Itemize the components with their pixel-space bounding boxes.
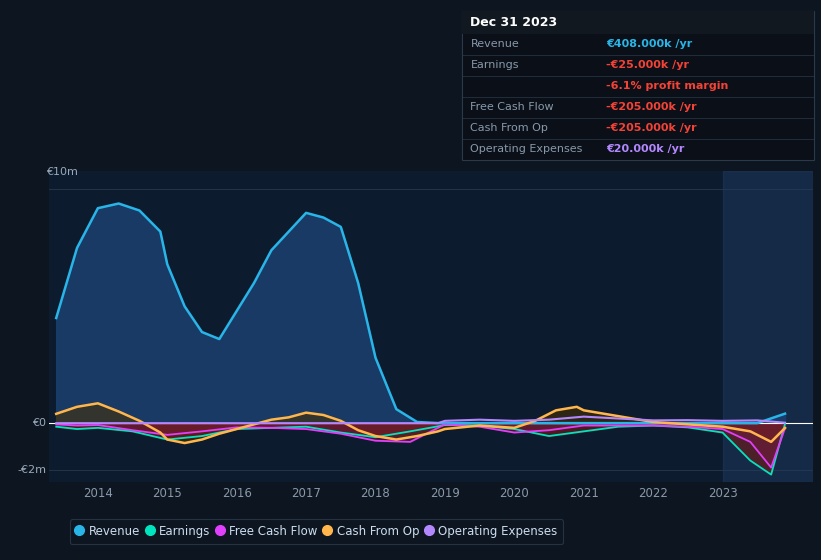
Text: Cash From Op: Cash From Op — [470, 123, 548, 133]
Text: Revenue: Revenue — [470, 39, 519, 49]
Text: Operating Expenses: Operating Expenses — [470, 144, 583, 154]
Text: -€25.000k /yr: -€25.000k /yr — [606, 60, 689, 70]
Text: €408.000k /yr: €408.000k /yr — [606, 39, 692, 49]
Text: €20.000k /yr: €20.000k /yr — [606, 144, 684, 154]
Text: -6.1% profit margin: -6.1% profit margin — [606, 81, 728, 91]
Text: €10m: €10m — [46, 167, 78, 177]
Text: Dec 31 2023: Dec 31 2023 — [470, 16, 557, 29]
Text: Free Cash Flow: Free Cash Flow — [470, 102, 554, 112]
Text: -€2m: -€2m — [17, 465, 46, 475]
Text: -€205.000k /yr: -€205.000k /yr — [606, 123, 696, 133]
Bar — [722, 171, 813, 482]
Text: Earnings: Earnings — [470, 60, 519, 70]
Legend: Revenue, Earnings, Free Cash Flow, Cash From Op, Operating Expenses: Revenue, Earnings, Free Cash Flow, Cash … — [70, 519, 563, 544]
Text: €0: €0 — [32, 418, 46, 428]
Text: -€205.000k /yr: -€205.000k /yr — [606, 102, 696, 112]
